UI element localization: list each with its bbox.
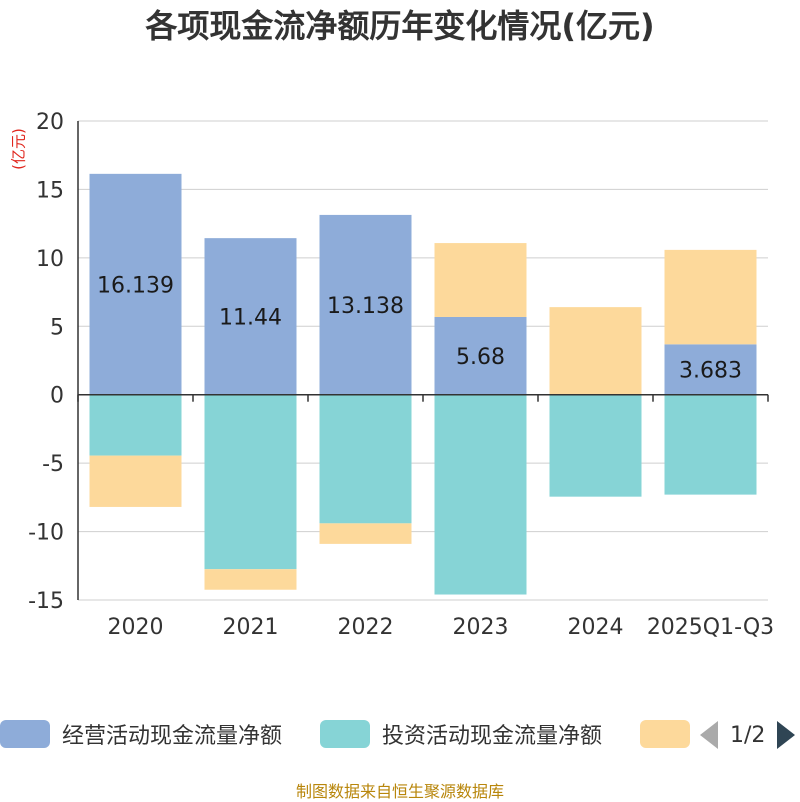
y-tick-label-2: 10 [36, 247, 64, 272]
bar-1-2 [319, 394, 412, 524]
y-tick-label-1: 15 [36, 178, 64, 203]
y-tick-label-5: -5 [42, 452, 64, 477]
legend-item-third[interactable] [640, 720, 702, 748]
data-label-0-3: 5.68 [456, 345, 505, 370]
legend-item-operating[interactable]: 经营活动现金流量净额 [0, 720, 283, 749]
pager-page-indicator: 1/2 [730, 722, 766, 748]
y-tick-label-0: 20 [36, 110, 64, 135]
bar-2-2 [319, 523, 412, 544]
source-note: 制图数据来自恒生聚源数据库 [295, 782, 504, 801]
x-tick-label-5: 2025Q1-Q3 [647, 615, 774, 640]
y-tick-label-7: -15 [28, 589, 64, 614]
x-tick-label-4: 2024 [568, 615, 624, 640]
legend-swatch-third [640, 720, 690, 748]
data-label-0-0: 16.139 [97, 273, 174, 298]
legend-label-operating: 经营活动现金流量净额 [62, 724, 283, 749]
chart-title: 各项现金流净额历年变化情况(亿元) [145, 7, 655, 45]
bar-0-2 [319, 214, 412, 395]
bar-1-0 [89, 394, 182, 456]
data-label-0-1: 11.44 [219, 305, 282, 330]
bar-0-3 [434, 316, 527, 395]
x-tick-label-0: 2020 [108, 615, 164, 640]
bar-1-5 [664, 394, 757, 495]
bar-1-3 [434, 394, 527, 595]
bar-0-1 [204, 238, 297, 395]
chart-plot: 20 15 10 5 0 -5 -10 -15 16.139 11.44 13.138 5.68 3.6… [28, 110, 774, 640]
bar-2-5 [664, 249, 757, 345]
legend-pager: 1/2 [700, 720, 796, 750]
data-label-0-2: 13.138 [327, 294, 404, 319]
y-tick-label-6: -10 [28, 521, 64, 546]
bar-0-0 [89, 173, 182, 395]
bar-0-5 [664, 344, 757, 395]
bar-2-1 [204, 569, 297, 590]
legend: 经营活动现金流量净额 投资活动现金流量净额 1/2 [0, 714, 800, 754]
bar-2-4 [549, 307, 642, 395]
pager-prev-icon[interactable] [700, 721, 718, 749]
bar-1-1 [204, 394, 297, 570]
legend-label-investing: 投资活动现金流量净额 [382, 724, 603, 749]
bar-2-3 [434, 243, 527, 317]
x-tick-label-1: 2021 [223, 615, 279, 640]
pager-next-icon[interactable] [777, 721, 796, 749]
x-tick-label-3: 2023 [453, 615, 509, 640]
legend-item-investing[interactable]: 投资活动现金流量净额 [320, 720, 603, 749]
legend-swatch-operating [0, 720, 50, 748]
data-label-0-5: 3.683 [679, 359, 742, 384]
bar-2-0 [89, 455, 182, 507]
y-tick-label-4: 0 [50, 384, 64, 409]
y-tick-label-3: 5 [50, 315, 64, 340]
bar-1-4 [549, 395, 642, 497]
x-tick-label-2: 2022 [338, 615, 394, 640]
legend-swatch-investing [320, 720, 370, 748]
